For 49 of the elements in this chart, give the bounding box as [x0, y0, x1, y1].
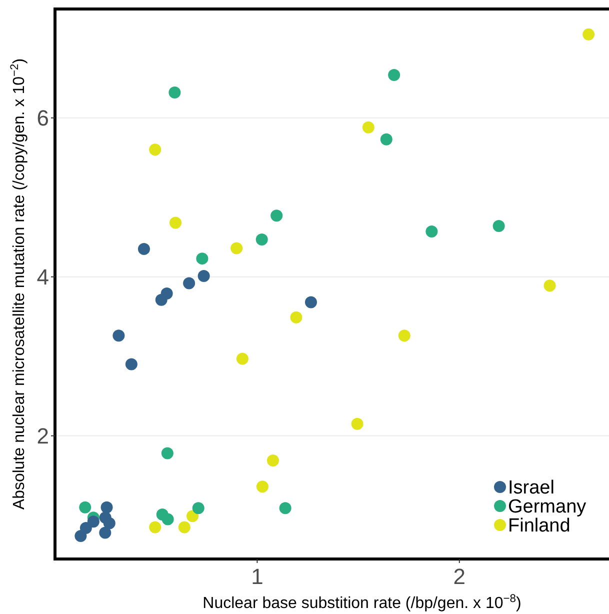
- point: [99, 526, 112, 539]
- point: [196, 252, 208, 265]
- x-axis-title: Nuclear base substition rate (/bp/gen. x 10$^{−8}$): [202, 593, 522, 612]
- point: [279, 502, 292, 514]
- point: [170, 216, 182, 229]
- point: [161, 447, 174, 460]
- point: [398, 330, 410, 342]
- point: [351, 418, 364, 430]
- point: [388, 68, 400, 81]
- point: [168, 86, 181, 98]
- point: [492, 220, 505, 232]
- point: [125, 358, 138, 370]
- point: [138, 243, 150, 256]
- point: [74, 530, 87, 542]
- point: [256, 480, 268, 493]
- point: [290, 311, 302, 324]
- y-tick-label: 6: [36, 106, 49, 131]
- point: [87, 516, 100, 528]
- point: [426, 226, 438, 238]
- legend-label: Finland: [508, 516, 570, 537]
- point: [149, 144, 162, 156]
- point: [192, 502, 204, 514]
- point: [582, 28, 595, 40]
- point: [112, 330, 125, 342]
- point: [236, 352, 248, 365]
- point: [178, 521, 190, 534]
- point: [362, 121, 374, 134]
- point: [304, 296, 317, 308]
- point: [380, 133, 392, 146]
- point: [80, 522, 92, 534]
- point: [256, 233, 268, 246]
- point: [270, 210, 283, 222]
- point: [103, 517, 116, 530]
- point: [162, 513, 174, 526]
- point: [266, 454, 279, 466]
- point: [198, 270, 210, 282]
- point: [230, 242, 243, 254]
- point: [186, 510, 198, 522]
- point: [100, 501, 113, 514]
- legend-label: Israel: [508, 478, 554, 499]
- y-tick-label: 4: [36, 264, 49, 290]
- x-tick-label: 1: [251, 564, 264, 589]
- point: [183, 277, 196, 290]
- point: [149, 521, 162, 534]
- legend-label: Germany: [508, 496, 587, 518]
- y-tick-label: 2: [36, 424, 49, 449]
- point: [160, 288, 173, 300]
- point: [79, 501, 92, 514]
- point: [544, 280, 556, 292]
